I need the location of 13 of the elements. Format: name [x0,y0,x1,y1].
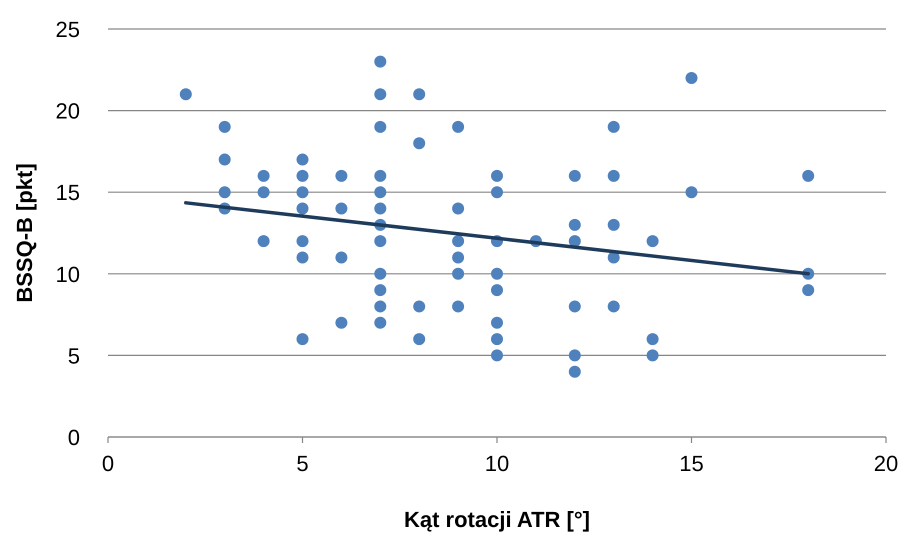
y-tick-label: 10 [56,262,80,287]
y-tick-label: 20 [56,98,80,124]
y-tick-label: 0 [68,425,80,450]
x-tick-label: 10 [484,451,510,476]
x-axis-title: Kąt rotacji ATR [°] [404,507,590,532]
y-tick-label: 5 [68,343,80,368]
x-tick-label: 15 [679,451,704,476]
y-axis-title: BSSQ-B [pkt] [12,163,37,303]
y-tick-label: 25 [56,17,80,42]
x-tick-label: 5 [296,451,309,476]
y-tick-label: 15 [56,180,80,206]
x-tick-label: 0 [102,451,114,476]
x-tick-label: 20 [874,451,898,476]
